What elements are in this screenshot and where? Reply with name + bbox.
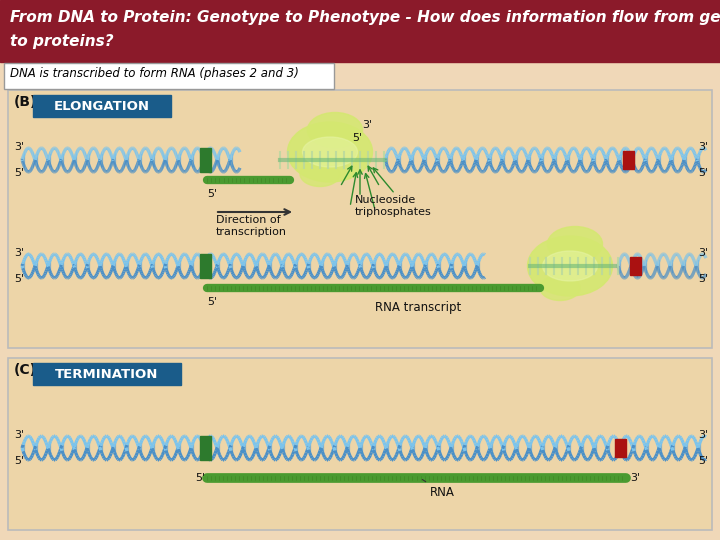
Text: 5': 5': [698, 168, 708, 178]
Ellipse shape: [300, 161, 340, 186]
Text: From DNA to Protein: Genotype to Phenotype - How does information flow from gene: From DNA to Protein: Genotype to Phenoty…: [10, 10, 720, 25]
Text: ELONGATION: ELONGATION: [54, 99, 150, 112]
Bar: [623, 151, 634, 169]
Bar: [33, 363, 181, 385]
Bar: [8, 358, 712, 530]
Ellipse shape: [528, 236, 613, 296]
Bar: [614, 439, 626, 457]
Text: 5': 5': [14, 456, 24, 466]
Text: 5': 5': [698, 274, 708, 284]
Text: DNA is transcribed to form RNA (phases 2 and 3): DNA is transcribed to form RNA (phases 2…: [10, 67, 299, 80]
Bar: [4, 63, 334, 89]
Bar: [0, 0, 720, 62]
Text: TERMINATION: TERMINATION: [55, 368, 158, 381]
Ellipse shape: [540, 275, 580, 300]
Text: to proteins?: to proteins?: [10, 34, 114, 49]
Text: 3': 3': [362, 120, 372, 130]
Text: RNA transcript: RNA transcript: [375, 301, 462, 314]
Bar: [8, 90, 712, 348]
Text: 3': 3': [698, 248, 708, 258]
Text: 5': 5': [14, 168, 24, 178]
Bar: [629, 257, 641, 275]
Text: 3': 3': [698, 142, 708, 152]
Bar: [199, 148, 210, 172]
Text: 3': 3': [14, 248, 24, 258]
Text: 5': 5': [207, 189, 217, 199]
Text: 5': 5': [207, 297, 217, 307]
Text: 3': 3': [698, 430, 708, 440]
Text: 3': 3': [14, 142, 24, 152]
Bar: [199, 254, 210, 278]
Text: Nucleoside
triphosphates: Nucleoside triphosphates: [355, 195, 432, 217]
Bar: [33, 95, 171, 117]
Text: 5': 5': [14, 274, 24, 284]
Ellipse shape: [302, 137, 358, 167]
Text: (C): (C): [14, 363, 37, 377]
Bar: [199, 436, 210, 460]
Ellipse shape: [547, 226, 603, 261]
Text: 5': 5': [352, 133, 362, 143]
Ellipse shape: [287, 122, 372, 182]
Ellipse shape: [307, 112, 362, 147]
Text: 5': 5': [195, 473, 205, 483]
Text: Direction of
transcription: Direction of transcription: [216, 215, 287, 237]
Text: 3': 3': [630, 473, 640, 483]
Text: RNA: RNA: [423, 480, 455, 499]
Text: 5': 5': [698, 456, 708, 466]
Text: 3': 3': [14, 430, 24, 440]
Ellipse shape: [542, 251, 598, 281]
Text: (B): (B): [14, 95, 37, 109]
